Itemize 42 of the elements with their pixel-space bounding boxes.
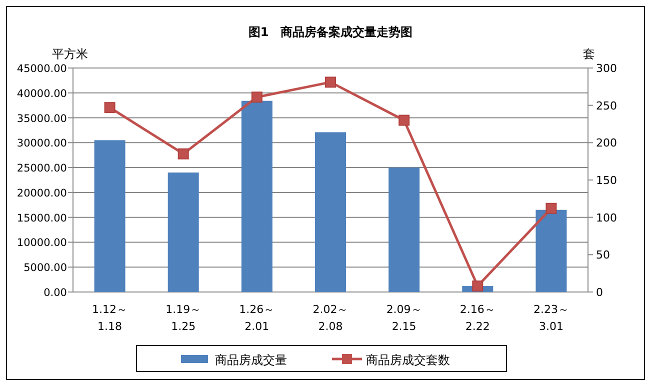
point: [398, 114, 410, 126]
y-axis-title: 平方米: [52, 47, 88, 61]
x-tick-label: 1.12～1.18: [92, 303, 128, 333]
y-tick-label: 35000.00: [16, 112, 67, 125]
bar: [315, 132, 346, 292]
x-tick-label: 1.19～1.25: [166, 303, 202, 333]
bar: [536, 210, 567, 292]
point: [325, 76, 336, 88]
y-tick-label: 45000.00: [16, 63, 67, 75]
y2-tick-label: 150: [596, 174, 617, 187]
y2-tick-label: 200: [596, 136, 617, 150]
y-tick-label: 10000.00: [16, 237, 67, 250]
point: [546, 202, 557, 214]
y2-tick-label: 250: [596, 99, 617, 112]
y-tick-label: 15000.00: [16, 212, 67, 224]
x-tick-label: 2.16～2.22: [460, 303, 496, 333]
x-tick-label: 1.26～2.01: [239, 303, 275, 333]
y-tick-label: 0.00: [44, 287, 67, 299]
point: [472, 280, 484, 292]
y-tick-label: 30000.00: [16, 138, 67, 150]
y2-tick-label: 300: [596, 62, 617, 75]
x-tick-label: 2.02～2.08: [312, 303, 348, 333]
bar: [168, 172, 199, 292]
chart-title: 图1 商品房备案成交量走势图: [248, 25, 413, 39]
legend-label: 商品房成交量: [215, 353, 287, 367]
y2-tick-label: 50: [596, 248, 610, 262]
bar: [94, 140, 126, 292]
x-tick-label: 2.23～3.01: [533, 303, 569, 333]
point: [178, 148, 189, 160]
point: [104, 102, 116, 114]
bar: [241, 100, 272, 292]
y2-tick-label: 0: [596, 286, 603, 299]
point: [251, 92, 262, 103]
y-tick-label: 25000.00: [16, 162, 67, 175]
legend-label: 商品房成交套数: [366, 353, 450, 367]
bar: [388, 168, 420, 292]
y-tick-label: 5000.00: [24, 262, 67, 274]
y2-tick-label: 100: [596, 211, 617, 224]
y2-axis-title: 套: [583, 47, 595, 61]
y-tick-label: 20000.00: [16, 187, 67, 200]
y-tick-label: 40000.00: [16, 88, 67, 100]
x-tick-label: 2.09～2.15: [386, 303, 422, 333]
